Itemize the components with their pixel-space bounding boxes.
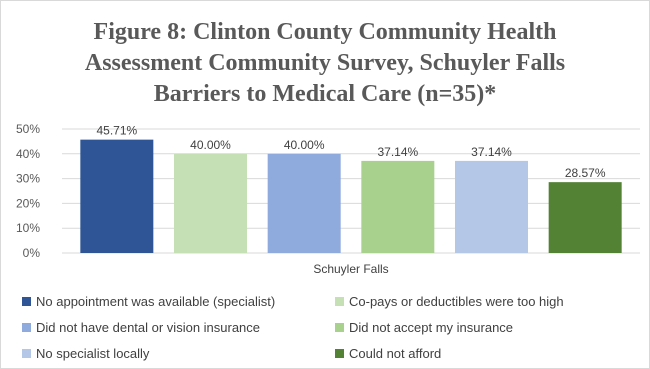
chart-title-line-2: Assessment Community Survey, Schuyler Fa…	[84, 50, 566, 76]
bar	[455, 160, 528, 253]
y-tick-label: 10%	[16, 221, 40, 235]
bar	[267, 153, 341, 253]
legend-item: Co-pays or deductibles were too high	[335, 294, 564, 309]
bar	[548, 182, 622, 253]
data-label: 40.00%	[284, 138, 325, 152]
legend-swatch	[335, 297, 344, 306]
data-label: 28.57%	[565, 166, 606, 180]
legend-swatch	[22, 349, 31, 358]
legend-label: No appointment was available (specialist…	[36, 294, 276, 309]
y-tick-label: 30%	[16, 172, 40, 186]
y-tick-label: 0%	[23, 246, 41, 260]
chart-title: Figure 8: Clinton County Community Healt…	[0, 17, 650, 110]
bar	[174, 153, 247, 253]
x-axis-label: Schuyler Falls	[313, 262, 388, 276]
y-tick-label: 20%	[16, 196, 40, 210]
legend-label: Did not accept my insurance	[349, 320, 514, 335]
legend-swatch	[22, 297, 31, 306]
bar	[80, 139, 154, 253]
legend-label: No specialist locally	[36, 346, 150, 361]
legend-swatch	[335, 323, 344, 332]
data-label: 37.14%	[377, 145, 418, 159]
legend-label: Could not afford	[349, 346, 442, 361]
y-tick-label: 50%	[16, 122, 40, 136]
chart-title-line-3: Barriers to Medical Care (n=35)*	[153, 81, 497, 107]
legend-swatch	[22, 323, 31, 332]
y-tick-label: 40%	[16, 147, 40, 161]
legend-label: Co-pays or deductibles were too high	[349, 294, 564, 309]
legend-item: No specialist locally	[22, 346, 149, 361]
data-label: 37.14%	[471, 145, 512, 159]
legend-swatch	[335, 349, 344, 358]
chart-title-line-1: Figure 8: Clinton County Community Healt…	[93, 19, 557, 45]
data-label: 40.00%	[190, 138, 231, 152]
legend-item: Did not have dental or vision insurance	[22, 320, 260, 335]
legend-item: Could not afford	[335, 346, 441, 361]
legend-item: No appointment was available (specialist…	[22, 294, 275, 309]
legend-item: Did not accept my insurance	[335, 320, 513, 335]
legend-label: Did not have dental or vision insurance	[36, 320, 261, 335]
bar	[361, 160, 435, 253]
data-label: 45.71%	[96, 124, 137, 138]
